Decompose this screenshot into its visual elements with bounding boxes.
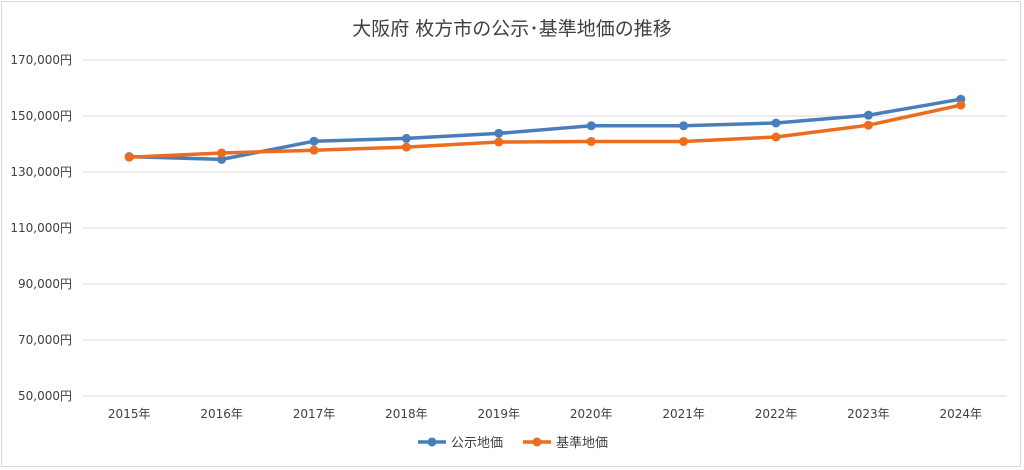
x-tick-label: 2019年 [478,407,521,421]
data-point [401,133,411,143]
data-point [679,121,689,131]
data-point [309,145,319,155]
y-tick-label: 130,000円 [10,165,72,179]
x-tick-label: 2016年 [200,407,243,421]
data-point [586,121,596,131]
legend-label: 公示地価 [451,436,503,451]
y-tick-label: 110,000円 [10,221,72,235]
x-tick-label: 2017年 [293,407,336,421]
data-point [679,136,689,146]
data-point [217,148,227,158]
legend: 公示地価 基準地価 [418,435,608,451]
y-axis-tick-labels: 50,000円 70,000円 90,000円 110,000円 130,000円 150… [10,53,72,403]
x-axis-tick-labels: 2015年 2016年 2017年 2018年 2019年 2020年 2021年 2022年… [108,407,982,421]
y-tick-label: 170,000円 [10,53,72,67]
data-point [494,128,504,138]
x-tick-label: 2020年 [570,407,613,421]
data-point [309,136,319,146]
data-point [956,100,966,110]
legend-marker [427,437,437,447]
data-point [494,137,504,147]
data-point [771,132,781,142]
y-tick-label: 50,000円 [18,389,72,403]
x-tick-label: 2022年 [755,407,798,421]
data-point [771,118,781,128]
data-point [401,142,411,152]
x-tick-label: 2023年 [847,407,890,421]
legend-label: 基準地価 [556,435,608,451]
gridlines [83,59,1007,397]
data-point [586,136,596,146]
data-point [863,110,873,120]
y-tick-label: 70,000円 [18,333,72,347]
series-group [124,94,966,164]
x-tick-label: 2015年 [108,407,151,421]
y-tick-label: 90,000円 [18,277,72,291]
data-point [217,154,227,164]
x-tick-label: 2018年 [385,407,428,421]
chart-title: 大阪府 枚方市の公示･基準地価の推移 [352,18,672,40]
y-tick-label: 150,000円 [10,109,72,123]
x-tick-label: 2024年 [940,407,983,421]
legend-marker [532,437,542,447]
x-tick-label: 2021年 [662,407,705,421]
data-point [124,152,134,162]
data-point [863,120,873,130]
series-line-2 [127,103,963,159]
